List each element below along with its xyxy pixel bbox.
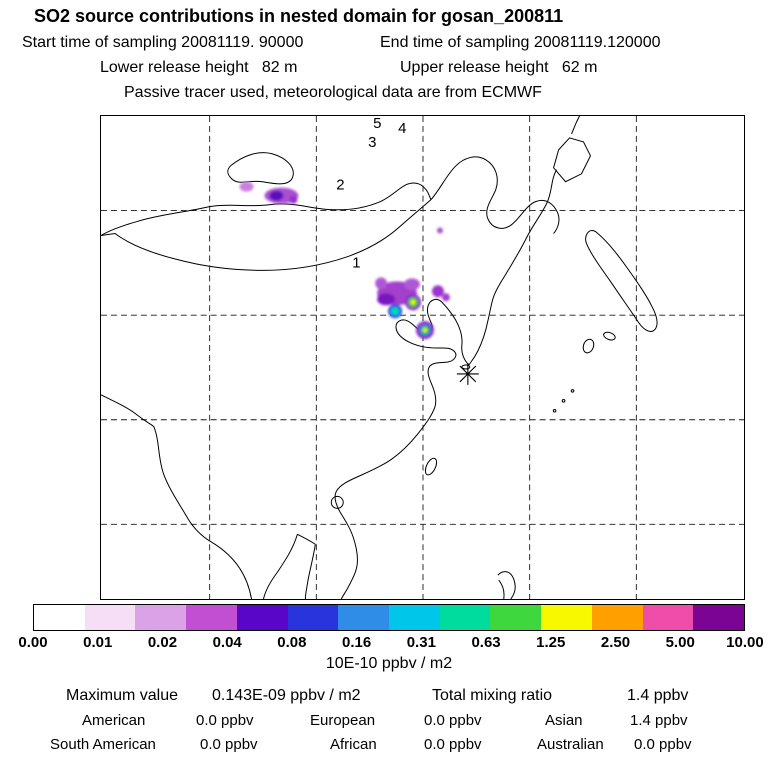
grid-lines bbox=[101, 116, 744, 599]
plume-hotspot bbox=[392, 309, 398, 314]
map-point-label-2: 2 bbox=[336, 177, 344, 194]
region-value: 1.4 ppbv bbox=[630, 712, 688, 729]
colorbar-segment bbox=[693, 605, 745, 630]
map-point-label-4: 4 bbox=[398, 120, 406, 137]
region-name: American bbox=[82, 712, 146, 729]
total-ratio-label: Total mixing ratio bbox=[432, 687, 553, 704]
total-ratio-value: 1.4 ppbv bbox=[627, 687, 689, 704]
coast-mainland bbox=[334, 169, 558, 600]
plume-blob bbox=[431, 285, 444, 298]
max-value: 0.143E-09 ppbv / m2 bbox=[212, 687, 361, 704]
plume-blob bbox=[239, 181, 254, 192]
colorbar-segment bbox=[84, 605, 136, 630]
island-ryukyu-2 bbox=[561, 399, 566, 403]
region-name: African bbox=[330, 736, 377, 753]
coast-sakhalin bbox=[571, 115, 580, 135]
upper-release-height-label: Upper release height 62 m bbox=[400, 59, 598, 76]
plume-blob bbox=[404, 278, 421, 291]
coast-honshu bbox=[585, 230, 658, 332]
plume-hotspot bbox=[410, 299, 416, 305]
colorbar-segment bbox=[490, 605, 542, 630]
region-name: European bbox=[310, 712, 376, 729]
map-point-label-1: 1 bbox=[352, 254, 360, 271]
plume-blob bbox=[377, 293, 396, 306]
island-taiwan bbox=[424, 457, 438, 476]
colorbar-segment bbox=[287, 605, 339, 630]
colorbar bbox=[33, 604, 745, 631]
plume-blob bbox=[441, 293, 450, 302]
end-time-label: End time of sampling 20081119.120000 bbox=[380, 34, 661, 51]
map-point-label-3: 3 bbox=[368, 134, 376, 151]
colorbar-segment bbox=[186, 605, 237, 630]
region-value: 0.0 ppbv bbox=[424, 736, 482, 753]
region-name: South American bbox=[50, 736, 156, 753]
region-value: 0.0 ppbv bbox=[200, 736, 258, 753]
island-kyushu bbox=[582, 338, 595, 354]
colorbar-segment bbox=[236, 605, 288, 630]
plume-blob bbox=[436, 227, 443, 234]
region-value: 0.0 ppbv bbox=[196, 712, 254, 729]
region-value: 0.0 ppbv bbox=[424, 712, 482, 729]
map-canvas: 1 2 3 4 5 bbox=[100, 115, 744, 600]
colorbar-segment bbox=[389, 605, 440, 630]
region-name: Asian bbox=[545, 712, 583, 729]
lake-outline bbox=[227, 152, 294, 185]
max-value-label: Maximum value bbox=[66, 687, 179, 704]
colorbar-segment bbox=[541, 605, 592, 630]
border-amur bbox=[430, 156, 560, 234]
colorbar-segment bbox=[642, 605, 694, 630]
plume-blob bbox=[289, 195, 298, 204]
colorbar-segment bbox=[591, 605, 643, 630]
region-name: Australian bbox=[537, 736, 604, 753]
plume-blob bbox=[269, 190, 284, 201]
map-point-label-5: 5 bbox=[373, 116, 381, 132]
page-title: SO2 source contributions in nested domai… bbox=[34, 6, 564, 26]
station-marker-icon bbox=[456, 362, 479, 385]
island-luzon bbox=[497, 571, 516, 600]
tracer-note-label: Passive tracer used, meteorological data… bbox=[124, 84, 542, 101]
start-time-label: Start time of sampling 20081119. 90000 bbox=[22, 34, 304, 51]
island-jeju bbox=[461, 364, 471, 370]
lower-release-height-label: Lower release height 82 m bbox=[100, 59, 298, 76]
island-hainan bbox=[330, 495, 344, 509]
colorbar-segment bbox=[135, 605, 187, 630]
plume-blob bbox=[375, 277, 388, 290]
region-value: 0.0 ppbv bbox=[634, 736, 692, 753]
plume-hotspot bbox=[422, 328, 427, 333]
border-mongolia-south bbox=[100, 199, 432, 271]
coast-hokkaido bbox=[553, 137, 592, 183]
island-ryukyu-1 bbox=[552, 408, 557, 413]
colorbar-ticks: 0.00 0.01 0.02 0.04 0.08 0.16 0.31 0.63 1.25 2.50… bbox=[18, 634, 764, 651]
coast-gulf-of-thailand bbox=[263, 533, 316, 600]
island-ryukyu-3 bbox=[570, 389, 575, 393]
map-point-labels: 1 2 3 4 5 bbox=[336, 115, 406, 271]
concentration-plume bbox=[239, 181, 450, 340]
colorbar-segment bbox=[439, 605, 491, 630]
colorbar-caption: 10E-10 ppbv / m2 bbox=[325, 655, 453, 672]
border-mongolia-north bbox=[100, 182, 432, 236]
coast-southeast-asia bbox=[100, 394, 253, 600]
colorbar-segment bbox=[34, 605, 85, 630]
colorbar-segment bbox=[338, 605, 390, 630]
island-shikoku bbox=[603, 331, 616, 341]
coastlines bbox=[100, 115, 658, 600]
map-panel: 1 2 3 4 5 bbox=[100, 115, 745, 600]
